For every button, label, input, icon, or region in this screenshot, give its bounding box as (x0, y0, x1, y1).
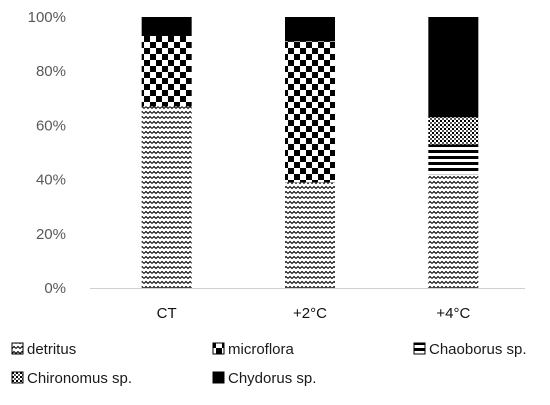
x-tick-label: +2°C (293, 305, 327, 322)
x-tick-label: +4°C (436, 305, 470, 322)
bar-segment (141, 17, 192, 36)
y-axis-ticks: 0% 20% 40% 60% 80% 100% (28, 9, 66, 297)
bar-segment (428, 144, 479, 175)
legend-swatch (11, 371, 24, 384)
legend-swatch (413, 342, 426, 355)
x-tick-label: CT (157, 305, 177, 322)
bar-segment (428, 117, 479, 145)
y-tick-label: 0% (44, 280, 66, 297)
bar-segment (285, 41, 335, 183)
legend-entry-label: detritus (27, 341, 76, 358)
bar-segment (285, 17, 335, 42)
legend-entry-label: Chydorus sp. (228, 370, 316, 387)
y-tick-label: 100% (28, 9, 66, 26)
x-axis-labels: CT +2°C +4°C (157, 305, 471, 322)
bars (141, 17, 479, 289)
bar-segment (141, 35, 192, 107)
legend-entry-label: Chaoborus sp. (429, 341, 527, 358)
bar-segment (141, 106, 192, 289)
legend-swatch (212, 342, 225, 355)
y-tick-label: 80% (36, 63, 66, 80)
y-tick-label: 20% (36, 226, 66, 243)
y-tick-label: 40% (36, 172, 66, 189)
bar-segment (428, 174, 479, 288)
legend-entry-label: Chironomus sp. (27, 370, 132, 387)
legend: detritus microflora Chaoborus sp. Chironomu… (11, 341, 527, 387)
legend-entry-label: microflora (228, 341, 295, 358)
legend-swatch (11, 342, 24, 355)
bar-segment (428, 17, 479, 118)
legend-swatch (212, 371, 225, 384)
y-tick-label: 60% (36, 117, 66, 134)
bar-segment (285, 182, 335, 288)
